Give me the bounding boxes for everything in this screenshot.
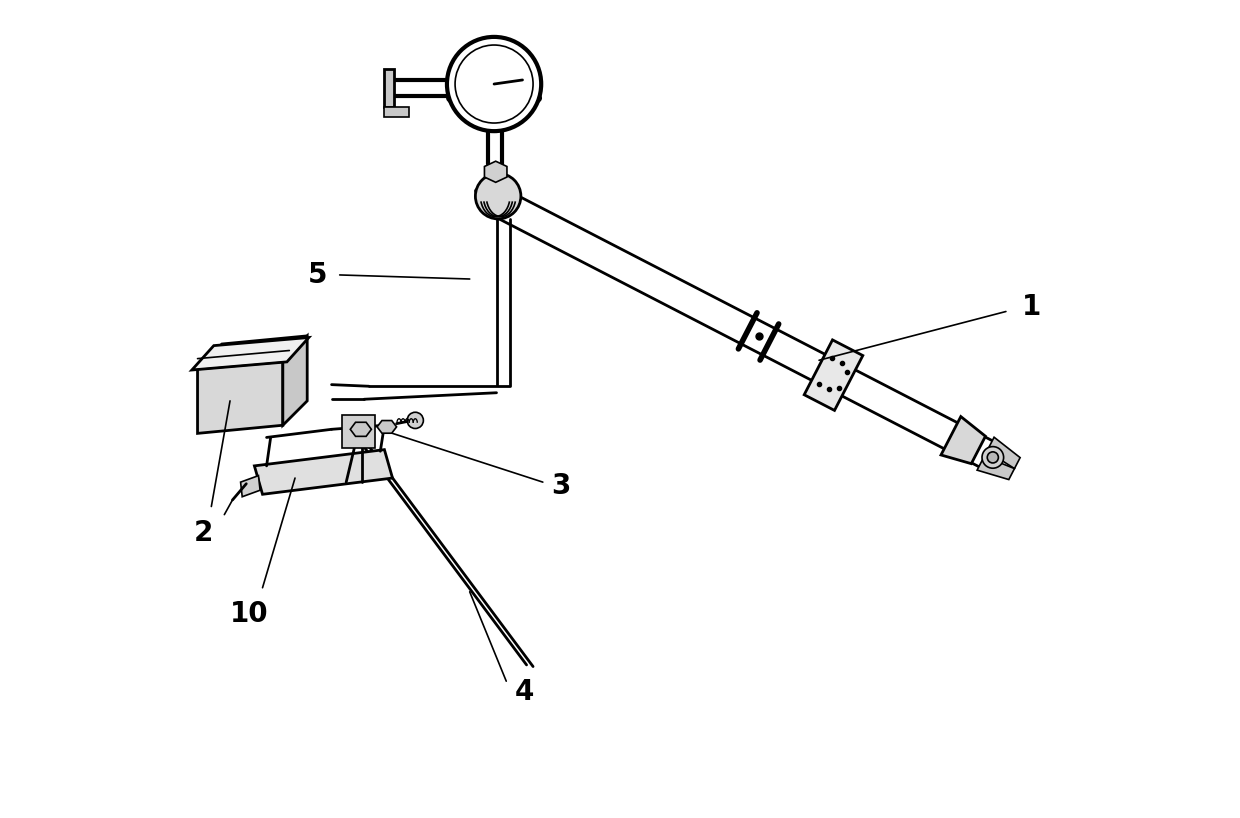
Circle shape — [446, 37, 541, 131]
Polygon shape — [197, 360, 283, 434]
Polygon shape — [377, 420, 397, 434]
Polygon shape — [805, 340, 863, 411]
Text: 5: 5 — [308, 261, 327, 289]
Ellipse shape — [446, 87, 541, 110]
Polygon shape — [987, 438, 1021, 469]
Circle shape — [455, 45, 533, 123]
Text: 4: 4 — [515, 678, 533, 706]
Circle shape — [987, 452, 998, 463]
Polygon shape — [283, 336, 308, 425]
Polygon shape — [941, 416, 986, 464]
Ellipse shape — [476, 190, 505, 206]
Polygon shape — [384, 107, 409, 116]
Text: 2: 2 — [193, 519, 213, 546]
Text: 10: 10 — [229, 600, 268, 628]
Polygon shape — [241, 475, 260, 497]
Polygon shape — [342, 416, 374, 448]
Polygon shape — [485, 161, 507, 182]
Text: 3: 3 — [551, 472, 570, 500]
Polygon shape — [384, 70, 394, 107]
Circle shape — [407, 412, 423, 429]
Circle shape — [475, 173, 521, 219]
Polygon shape — [192, 338, 309, 370]
Text: 1: 1 — [1022, 294, 1042, 321]
Circle shape — [982, 447, 1003, 468]
Polygon shape — [254, 450, 393, 494]
Polygon shape — [977, 456, 1014, 479]
Polygon shape — [350, 422, 372, 436]
Polygon shape — [197, 336, 308, 368]
